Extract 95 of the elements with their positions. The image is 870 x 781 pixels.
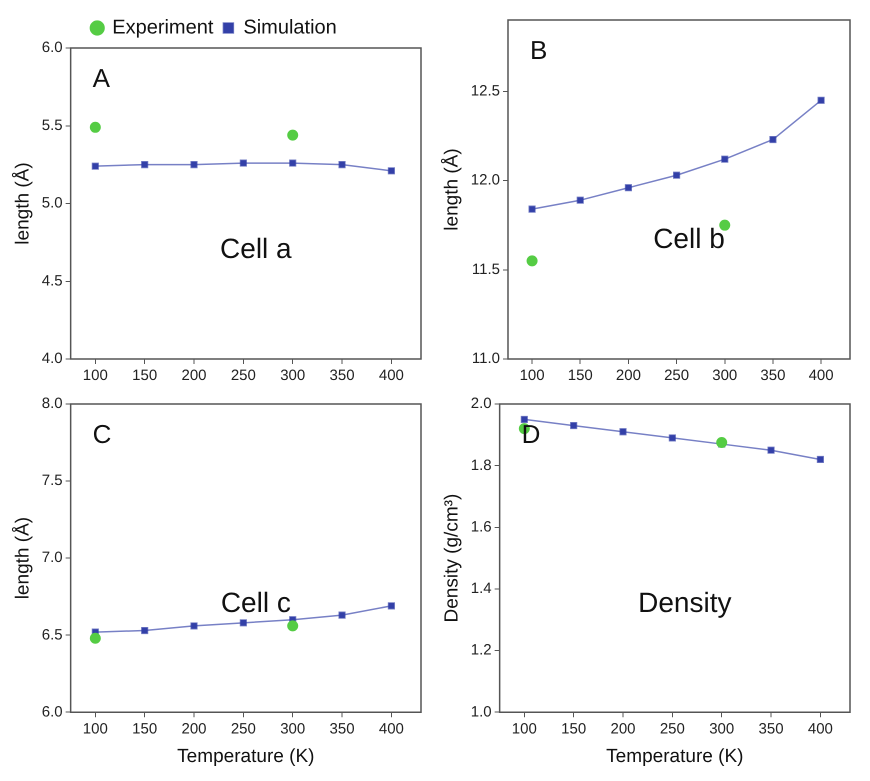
y-tick-label: 1.8 xyxy=(470,456,492,474)
point xyxy=(624,184,632,192)
annotation: Cell c xyxy=(220,587,291,618)
y-tick-label: 1.0 xyxy=(470,703,492,720)
x-tick-label: 150 xyxy=(561,720,586,738)
x-tick-label: 200 xyxy=(182,720,207,738)
y-tick-label: 5.5 xyxy=(42,116,63,134)
annotation: D xyxy=(522,419,540,450)
y-tick-label: 11.0 xyxy=(472,350,500,368)
annotation: A xyxy=(92,63,111,94)
y-tick-label: 4.0 xyxy=(42,350,63,368)
point xyxy=(526,255,538,266)
x-tick-label: 400 xyxy=(378,367,404,384)
y-tick-label: 7.5 xyxy=(42,472,63,490)
annotation: Density xyxy=(638,587,732,618)
x-tick-label: 250 xyxy=(664,367,690,384)
x-tick-label: 100 xyxy=(82,720,108,738)
x-tick-label: 300 xyxy=(709,720,734,738)
point xyxy=(673,172,680,179)
x-tick-label: 150 xyxy=(568,367,593,384)
x-tick-label: 300 xyxy=(280,367,306,384)
x-tick-label: 150 xyxy=(132,720,158,738)
y-tick-label: 6.5 xyxy=(42,626,63,644)
annotation: C xyxy=(92,419,112,450)
point xyxy=(287,620,298,632)
point xyxy=(338,612,346,619)
y-axis-title: length (Å) xyxy=(440,148,463,231)
x-tick-label: 150 xyxy=(132,367,158,384)
point xyxy=(388,167,395,174)
point xyxy=(769,136,777,144)
point xyxy=(141,626,148,634)
point xyxy=(570,422,578,430)
y-axis-title: length (Å) xyxy=(12,162,34,245)
point xyxy=(240,619,247,626)
x-tick-label: 350 xyxy=(330,367,355,384)
point xyxy=(190,622,198,630)
point xyxy=(716,437,728,448)
x-tick-label: 400 xyxy=(378,720,404,738)
y-tick-label: 1.4 xyxy=(470,580,492,598)
point xyxy=(721,156,728,163)
x-tick-label: 250 xyxy=(230,367,256,384)
point xyxy=(338,161,346,168)
point xyxy=(92,162,99,170)
point xyxy=(767,446,775,454)
x-tick-label: 300 xyxy=(280,720,306,738)
point xyxy=(520,416,528,423)
x-tick-label: 350 xyxy=(758,720,784,738)
x-axis-title: Temperature (K) xyxy=(177,746,314,767)
x-tick-label: 350 xyxy=(760,367,786,384)
x-tick-label: 250 xyxy=(230,720,256,738)
x-tick-label: 250 xyxy=(660,720,685,738)
x-tick-label: 400 xyxy=(808,367,834,384)
point xyxy=(190,161,198,168)
point xyxy=(90,632,101,644)
y-tick-label: 6.0 xyxy=(42,39,63,56)
y-tick-label: 12.0 xyxy=(470,172,500,189)
y-tick-label: 8.0 xyxy=(42,395,63,412)
point xyxy=(619,428,627,436)
point xyxy=(90,122,101,133)
point xyxy=(668,434,676,442)
point xyxy=(240,159,247,167)
x-tick-label: 100 xyxy=(520,367,545,384)
x-tick-label: 400 xyxy=(808,720,833,738)
y-tick-label: 1.2 xyxy=(470,642,492,659)
legend-label: Simulation xyxy=(243,16,337,39)
legend-label: Experiment xyxy=(112,16,214,39)
y-tick-label: 5.0 xyxy=(42,194,63,212)
y-tick-label: 6.0 xyxy=(42,703,63,720)
annotation: B xyxy=(530,35,548,66)
x-tick-label: 100 xyxy=(82,367,108,384)
point xyxy=(141,161,148,168)
y-axis-title: length (Å) xyxy=(12,516,34,600)
point xyxy=(528,206,536,213)
y-tick-label: 1.6 xyxy=(470,518,492,536)
x-axis-title: Temperature (K) xyxy=(606,746,744,767)
y-tick-label: 2.0 xyxy=(470,395,492,412)
y-tick-label: 11.5 xyxy=(472,260,500,278)
point xyxy=(289,159,296,167)
point xyxy=(287,130,298,141)
annotation: Cell a xyxy=(220,232,292,264)
point xyxy=(576,196,584,204)
point xyxy=(388,602,395,610)
y-axis-title: Density (g/cm³) xyxy=(442,494,463,622)
x-tick-label: 300 xyxy=(712,367,738,384)
x-tick-label: 200 xyxy=(182,367,207,384)
y-tick-label: 7.0 xyxy=(42,549,63,566)
x-tick-label: 100 xyxy=(512,720,537,738)
y-tick-label: 4.5 xyxy=(42,272,63,290)
y-tick-label: 12.5 xyxy=(470,82,500,100)
x-tick-label: 200 xyxy=(616,367,641,384)
x-tick-label: 350 xyxy=(330,720,355,738)
annotation: Cell b xyxy=(653,223,725,254)
point xyxy=(818,96,825,104)
point xyxy=(816,456,824,464)
x-tick-label: 200 xyxy=(610,720,636,738)
